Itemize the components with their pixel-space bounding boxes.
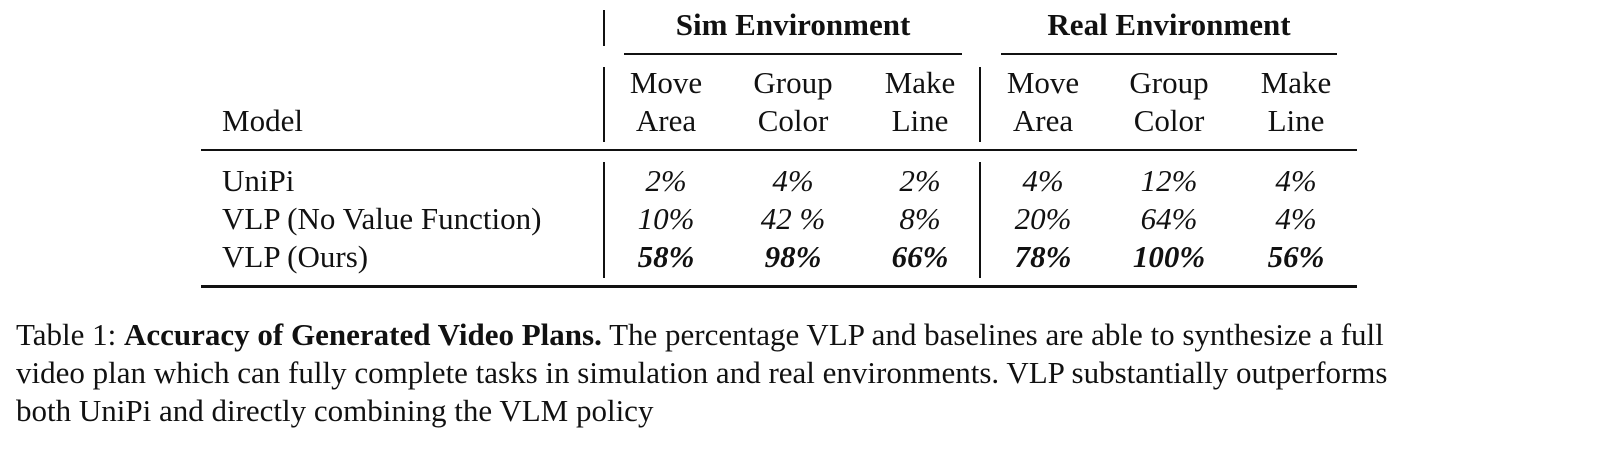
cell-vlp-ours-sim-line: 66% [891, 239, 949, 274]
cell-unipi-real-group: 12% [1140, 163, 1198, 198]
sim-move-area-header-line1: Move [629, 65, 703, 100]
sim-group-color-header-line1: Group [753, 65, 833, 100]
caption-title: Accuracy of Generated Video Plans. [124, 317, 602, 352]
cell-vlp-ours-sim-group: 98% [764, 239, 822, 274]
model-header: Model [222, 103, 303, 138]
cell-vlp-novf-sim-move: 10% [637, 201, 695, 236]
header-rule [201, 149, 1357, 151]
cell-vlp-novf-sim-line: 8% [899, 201, 941, 236]
cell-vlp-ours-real-group: 100% [1132, 239, 1206, 274]
sim-make-line-header-line2: Line [891, 103, 949, 138]
real-group-color-header-line1: Group [1129, 65, 1209, 100]
real-move-area-header-line1: Move [1006, 65, 1080, 100]
sim-real-separator-header [979, 67, 981, 142]
row-model-vlp-no-value-function: VLP (No Value Function) [222, 201, 542, 236]
cell-unipi-sim-move: 2% [645, 163, 687, 198]
cell-vlp-ours-real-move: 78% [1014, 239, 1072, 274]
row-model-vlp-ours: VLP (Ours) [222, 239, 369, 274]
table-caption: Table 1: Accuracy of Generated Video Pla… [16, 316, 1606, 430]
bottom-rule [201, 285, 1357, 288]
header-separator-top [603, 10, 605, 46]
cell-unipi-sim-line: 2% [899, 163, 941, 198]
sim-environment-header: Sim Environment [675, 7, 911, 42]
sim-make-line-header-line1: Make [884, 65, 956, 100]
sim-move-area-header-line2: Area [635, 103, 697, 138]
cell-unipi-real-move: 4% [1022, 163, 1064, 198]
sim-group-color-header-line2: Color [757, 103, 829, 138]
cell-vlp-ours-sim-move: 58% [637, 239, 695, 274]
caption-label: Table 1: [16, 317, 117, 352]
real-make-line-header-line2: Line [1267, 103, 1325, 138]
real-group-color-header-line2: Color [1133, 103, 1205, 138]
caption-line-1: Table 1: Accuracy of Generated Video Pla… [16, 316, 1606, 354]
cell-vlp-novf-sim-group: 42 % [760, 201, 826, 236]
model-column-separator-header [603, 67, 605, 142]
sim-real-separator-body [979, 162, 981, 278]
caption-line-2: video plan which can fully complete task… [16, 355, 1388, 390]
real-group-underline [1001, 53, 1337, 55]
real-make-line-header-line1: Make [1260, 65, 1332, 100]
cell-vlp-ours-real-line: 56% [1267, 239, 1325, 274]
real-move-area-header-line2: Area [1012, 103, 1074, 138]
cell-vlp-novf-real-group: 64% [1140, 201, 1198, 236]
model-column-separator-body [603, 162, 605, 278]
real-environment-header: Real Environment [1047, 7, 1291, 42]
cell-vlp-novf-real-line: 4% [1275, 201, 1317, 236]
sim-group-underline [624, 53, 962, 55]
caption-line1-rest: The percentage VLP and baselines are abl… [609, 317, 1384, 352]
cell-unipi-real-line: 4% [1275, 163, 1317, 198]
caption-line-3: both UniPi and directly combining the VL… [16, 393, 654, 428]
row-model-unipi: UniPi [222, 163, 295, 198]
cell-vlp-novf-real-move: 20% [1014, 201, 1072, 236]
cell-unipi-sim-group: 4% [772, 163, 814, 198]
